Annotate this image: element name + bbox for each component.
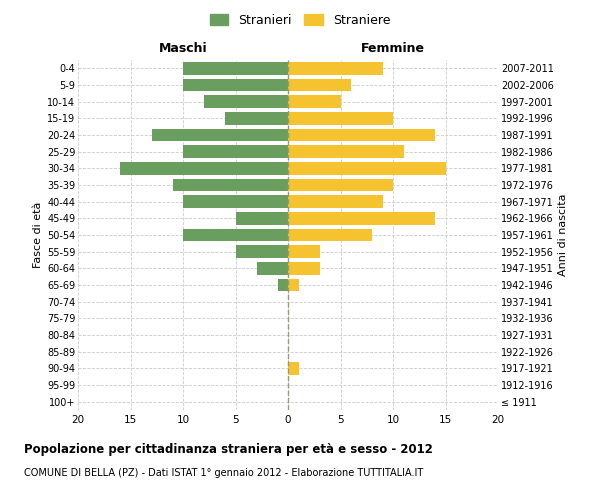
Y-axis label: Anni di nascita: Anni di nascita bbox=[558, 194, 568, 276]
Text: Maschi: Maschi bbox=[158, 42, 208, 55]
Bar bbox=[183, 62, 288, 74]
Bar bbox=[120, 162, 288, 174]
Bar bbox=[288, 246, 320, 258]
Bar bbox=[183, 79, 288, 92]
Bar bbox=[288, 129, 435, 141]
Y-axis label: Fasce di età: Fasce di età bbox=[32, 202, 43, 268]
Bar bbox=[288, 362, 299, 374]
Bar bbox=[288, 279, 299, 291]
Bar bbox=[288, 196, 383, 208]
Bar bbox=[288, 62, 383, 74]
Text: COMUNE DI BELLA (PZ) - Dati ISTAT 1° gennaio 2012 - Elaborazione TUTTITALIA.IT: COMUNE DI BELLA (PZ) - Dati ISTAT 1° gen… bbox=[24, 468, 423, 477]
Bar bbox=[288, 229, 372, 241]
Text: Femmine: Femmine bbox=[361, 42, 425, 55]
Bar bbox=[183, 146, 288, 158]
Legend: Stranieri, Straniere: Stranieri, Straniere bbox=[205, 8, 395, 32]
Bar bbox=[288, 262, 320, 274]
Bar bbox=[288, 79, 351, 92]
Bar bbox=[288, 179, 393, 192]
Text: Popolazione per cittadinanza straniera per età e sesso - 2012: Popolazione per cittadinanza straniera p… bbox=[24, 442, 433, 456]
Bar bbox=[235, 246, 288, 258]
Bar bbox=[288, 96, 341, 108]
Bar bbox=[183, 196, 288, 208]
Bar bbox=[183, 229, 288, 241]
Bar bbox=[225, 112, 288, 124]
Bar bbox=[288, 146, 404, 158]
Bar bbox=[151, 129, 288, 141]
Bar bbox=[277, 279, 288, 291]
Bar bbox=[235, 212, 288, 224]
Bar bbox=[288, 212, 435, 224]
Bar bbox=[288, 112, 393, 124]
Bar bbox=[257, 262, 288, 274]
Bar bbox=[173, 179, 288, 192]
Bar bbox=[204, 96, 288, 108]
Bar bbox=[288, 162, 445, 174]
